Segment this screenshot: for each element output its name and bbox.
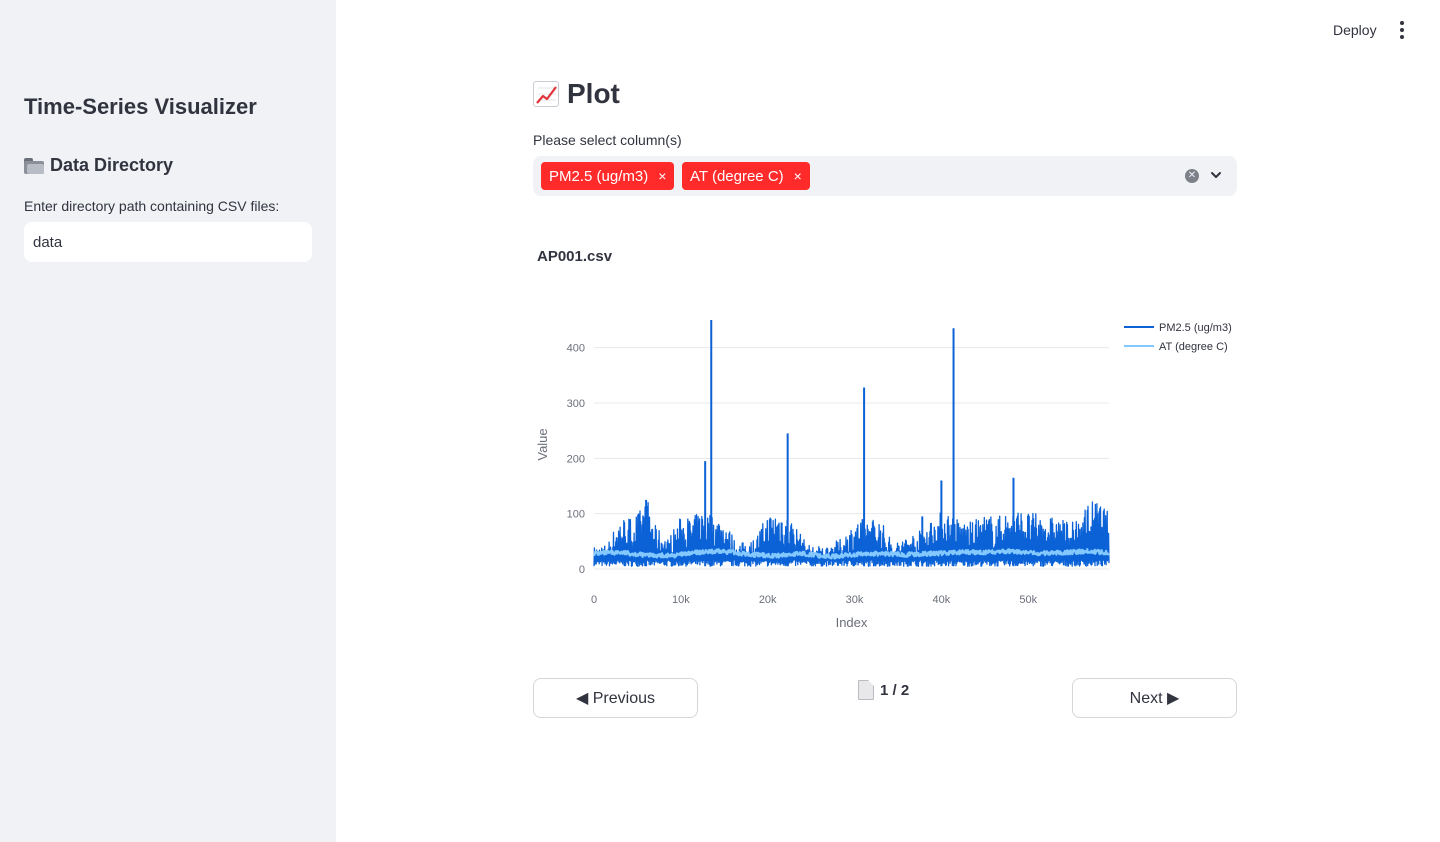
y-tick-label: 300 [567,398,585,410]
x-tick-label: 50k [1019,594,1037,606]
previous-button[interactable]: ◀ Previous [533,678,698,718]
sidebar-title: Time-Series Visualizer [24,94,257,119]
y-tick-label: 0 [579,564,585,576]
legend-label: PM2.5 (ug/m3) [1159,322,1232,334]
column-multiselect[interactable]: PM2.5 (ug/m3) × AT (degree C) × ✕ [533,156,1237,196]
page-title-text: Plot [567,78,620,109]
y-axis-title: Value [535,428,550,460]
file-name-title: AP001.csv [537,248,613,265]
next-button[interactable]: Next ▶ [1072,678,1237,718]
page-title: Plot [533,78,620,110]
tag-label: AT (degree C) [690,167,784,185]
series-line-pm25 [593,501,1110,567]
timeseries-plot[interactable]: 0 100 200 300 400 0 10k 20k 30k 40k 50k Index Value P… [533,300,1237,640]
page-text: 1 / 2 [880,681,910,699]
x-tick-label: 10k [672,594,690,606]
chevron-down-icon[interactable] [1209,168,1223,182]
deploy-button[interactable]: Deploy [1324,18,1386,42]
y-tick-label: 400 [567,343,585,355]
plot-svg: 0 100 200 300 400 0 10k 20k 30k 40k 50k Index Value P… [535,320,1232,630]
tag-label: PM2.5 (ug/m3) [549,167,649,185]
directory-input[interactable] [24,222,312,262]
x-axis-title: Index [836,615,868,630]
section-title: Data Directory [50,155,174,175]
kebab-menu-icon[interactable] [1392,18,1412,42]
x-tick-label: 20k [759,594,777,606]
chart-increasing-icon [533,81,559,107]
selected-tag-at[interactable]: AT (degree C) × [682,162,810,190]
directory-input-label: Enter directory path containing CSV file… [24,198,280,214]
x-tick-label: 30k [846,594,864,606]
y-tick-label: 100 [567,509,585,521]
x-tick-label: 40k [933,594,951,606]
page-indicator: 1 / 2 [858,680,909,700]
page-icon [858,680,874,700]
section-data-directory: Data Directory [24,155,173,176]
tag-remove-icon[interactable]: × [658,168,667,184]
y-tick-label: 200 [567,453,585,465]
x-tick-label: 0 [591,594,597,606]
series-line-at [593,548,1110,560]
column-select-label: Please select column(s) [533,132,682,148]
folder-icon [24,157,44,174]
sidebar: Time-Series Visualizer Data Directory En… [0,0,336,842]
legend-label: AT (degree C) [1159,341,1228,353]
tag-remove-icon[interactable]: × [793,168,802,184]
selected-tag-pm25[interactable]: PM2.5 (ug/m3) × [541,162,675,190]
clear-all-icon[interactable]: ✕ [1185,169,1199,183]
